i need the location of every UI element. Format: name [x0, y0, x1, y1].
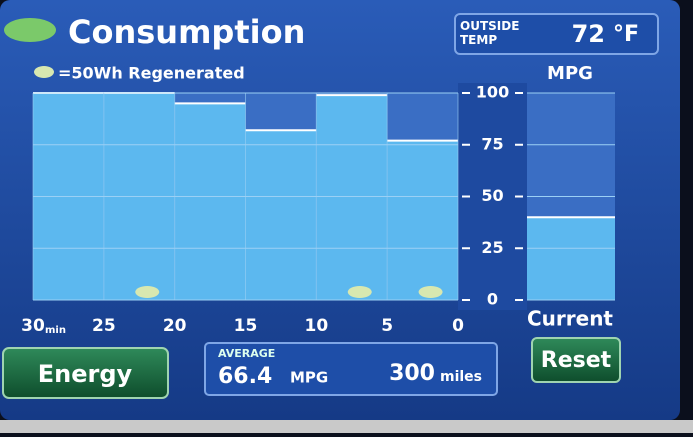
- outside-label-box: OUTSIDE TEMP: [460, 16, 550, 52]
- x-tick-label: 15: [234, 316, 258, 336]
- car-icon: [4, 18, 56, 42]
- average-unit: MPG: [290, 369, 328, 387]
- y-tick-label: 100: [476, 83, 509, 102]
- temperature-unit: °F: [613, 22, 639, 47]
- average-label: AVERAGE: [218, 347, 275, 360]
- title: Consumption: [68, 13, 305, 51]
- x-unit: min: [45, 325, 66, 336]
- y-tick-label: 0: [487, 290, 498, 309]
- x-tick-label: 5: [381, 316, 393, 336]
- x-tick-label: 30: [21, 316, 45, 336]
- current-bar: [527, 217, 615, 300]
- legend-icon: [34, 66, 54, 78]
- current-label: Current: [527, 307, 613, 331]
- y-tick-label: 25: [481, 238, 503, 257]
- bezel: [0, 420, 693, 433]
- distance-unit: miles: [440, 369, 482, 385]
- x-tick-label: 20: [163, 316, 187, 336]
- y-label: MPG: [547, 63, 593, 84]
- y-tick-label: 75: [481, 134, 503, 153]
- y-tick-label: 50: [481, 186, 503, 205]
- x-tick-label: 0: [452, 316, 464, 336]
- x-tick-label: 25: [92, 316, 116, 336]
- regen-icon: [419, 286, 443, 298]
- bar: [175, 103, 246, 300]
- bar: [246, 130, 317, 300]
- regen-icon: [348, 286, 372, 298]
- outside-label: OUTSIDE TEMP: [460, 16, 520, 47]
- x-tick-label: 10: [304, 316, 328, 336]
- legend-text: =50Wh Regenerated: [58, 64, 245, 83]
- energy-label: Energy: [38, 360, 133, 388]
- regen-icon: [135, 286, 159, 298]
- distance-value: 300: [389, 361, 435, 386]
- reset-label: Reset: [541, 348, 612, 373]
- bar: [316, 95, 387, 300]
- screen: Consumption OUTSIDE TEMP 72 °F =50Wh Reg…: [0, 0, 693, 433]
- temperature: 72: [572, 20, 605, 48]
- average-value: 66.4: [218, 364, 272, 389]
- bar: [387, 141, 458, 300]
